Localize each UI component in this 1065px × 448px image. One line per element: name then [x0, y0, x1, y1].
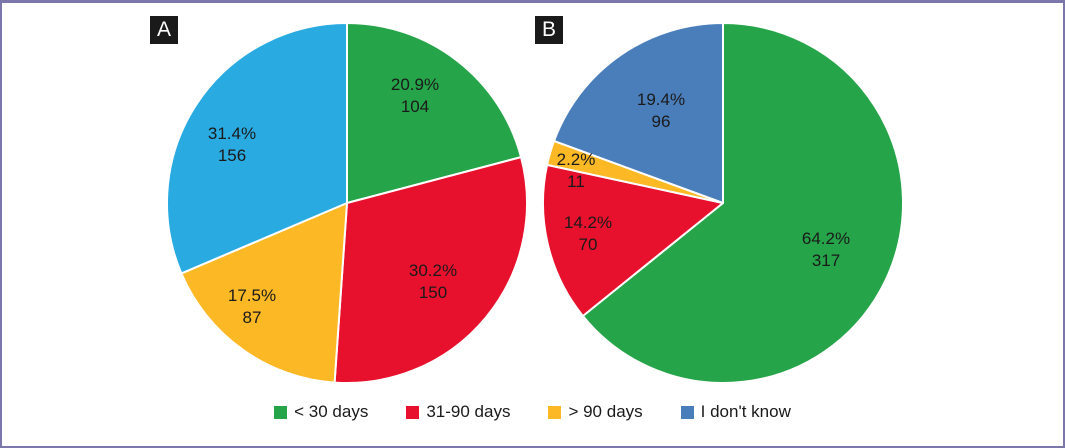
legend-label: < 30 days: [294, 402, 369, 421]
legend-label: 31-90 days: [426, 402, 511, 421]
pie-slice-30-days: [581, 22, 904, 384]
legend-label: > 90 days: [568, 402, 643, 421]
pie-slice-30-days: [346, 22, 523, 204]
pie-slice-i-don-t-know: [553, 22, 724, 204]
pie-slice-31-90-days: [333, 156, 528, 384]
legend: < 30 days 31-90 days > 90 days I don't k…: [2, 399, 1063, 425]
legend-swatch-lt-30-days: [274, 405, 288, 419]
legend-label: I don't know: [700, 402, 791, 421]
pie-slice-31-90-days: [542, 163, 724, 317]
legend-item-31-90-days: 31-90 days: [406, 402, 510, 422]
pie-slice-90-days: [180, 202, 348, 384]
legend-swatch-i-dont-know: [680, 405, 694, 419]
panel-label-a: A: [150, 16, 178, 44]
legend-swatch-gt-90-days: [548, 405, 562, 419]
panel-label-b: B: [535, 16, 563, 44]
legend-item-i-dont-know: I don't know: [680, 402, 791, 422]
legend-item-lt-30-days: < 30 days: [274, 402, 368, 422]
pie-slice-i-don-t-know: [166, 22, 348, 275]
legend-swatch-31-90-days: [406, 405, 420, 419]
legend-item-gt-90-days: > 90 days: [548, 402, 643, 422]
